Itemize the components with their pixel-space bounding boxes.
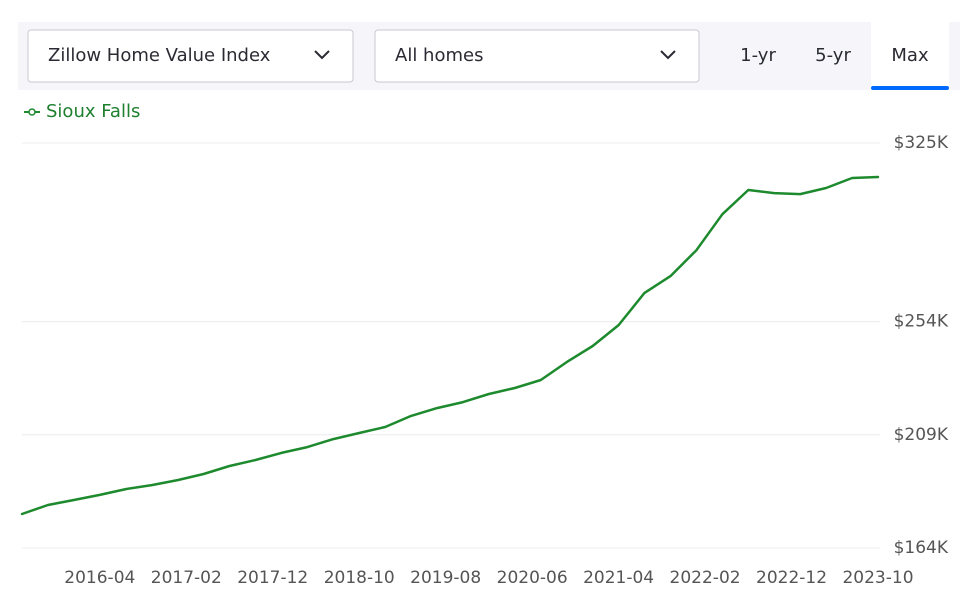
active-tab-underline (871, 86, 949, 90)
y-tick-label: $209K (894, 425, 949, 445)
home-type-dropdown[interactable]: All homes (374, 29, 700, 83)
metric-dropdown[interactable]: Zillow Home Value Index (27, 29, 354, 83)
legend-entry[interactable]: Sioux Falls (24, 101, 140, 122)
range-tab[interactable]: 5-yr (815, 45, 851, 66)
y-tick-label: $254K (894, 312, 949, 332)
tab-label: 5-yr (815, 45, 851, 66)
tab-label: 1-yr (740, 45, 776, 66)
x-tick-label: 2017-02 (151, 568, 222, 588)
x-tick-label: 2018-10 (324, 568, 395, 588)
active-tab-bg (871, 22, 949, 90)
y-tick-label: $325K (894, 133, 949, 153)
chevron (660, 50, 676, 60)
legend-marker (28, 108, 36, 116)
x-tick-label: 2021-04 (583, 568, 654, 588)
x-tick-label: 2022-12 (756, 568, 827, 588)
home-type-label: All homes (395, 45, 483, 66)
range-tab[interactable]: 1-yr (740, 45, 776, 66)
tab-label: Max (891, 45, 929, 66)
x-tick-label: 2019-08 (410, 568, 481, 588)
x-tick-label: 2023-10 (842, 568, 913, 588)
chevron (314, 50, 330, 60)
x-tick-label: 2016-04 (64, 568, 135, 588)
metric-label: Zillow Home Value Index (48, 45, 271, 66)
x-tick-label: 2017-12 (237, 568, 308, 588)
legend-label: Sioux Falls (46, 101, 140, 122)
x-tick-label: 2022-02 (670, 568, 741, 588)
y-tick-label: $164K (894, 538, 949, 558)
series-line (20, 175, 880, 516)
range-tabs: 1-yr 5-yr Max (740, 22, 949, 90)
range-tab[interactable]: Max (871, 22, 949, 90)
chart: $164K $209K $254K $325K 2016-04 2017-02 2017-1… (20, 101, 949, 588)
x-tick-label: 2020-06 (497, 568, 568, 588)
